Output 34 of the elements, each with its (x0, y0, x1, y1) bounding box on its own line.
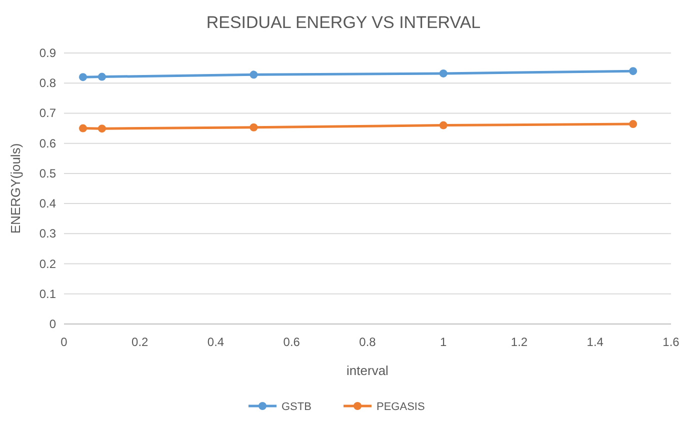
point (98, 124, 106, 133)
x-tick-label: 0.4 (207, 335, 224, 349)
chart-title: RESIDUAL ENERGY VS INTERVAL (206, 13, 481, 32)
x-axis-title: interval (346, 363, 389, 378)
x-tick-label: 1.4 (586, 335, 604, 349)
point (250, 70, 258, 79)
x-tick-label: 0 (60, 335, 68, 349)
x-tick-label: 1 (440, 335, 448, 349)
y-tick-label: 0.3 (39, 226, 56, 241)
y-tick-label: 0.1 (39, 286, 56, 301)
point (439, 69, 448, 78)
point (250, 123, 258, 132)
y-tick-label: 0.2 (39, 256, 56, 271)
y-tick-label: 0.6 (39, 136, 56, 150)
y-tick-label: 0.4 (39, 196, 56, 211)
point (98, 72, 106, 81)
y-tick-label: 0.9 (39, 46, 56, 60)
point (629, 120, 638, 128)
y-tick-label: 0.8 (39, 76, 56, 90)
point (78, 73, 87, 82)
y-axis-title: ENERGY(jouls) (8, 143, 23, 234)
y-tick-label: 0.7 (39, 106, 56, 120)
x-tick-label: 0.6 (283, 335, 300, 349)
legend-label: GSTB (282, 401, 312, 413)
point (439, 121, 448, 130)
legend-label: PEGASIS (376, 401, 425, 413)
point (78, 124, 87, 132)
x-tick-label: 0.8 (359, 335, 376, 349)
y-tick-label: 0.5 (39, 166, 56, 180)
y-tick-label: 0 (49, 317, 56, 331)
x-tick-label: 1.2 (510, 335, 528, 349)
point (629, 67, 638, 76)
x-tick-label: 1.6 (662, 335, 680, 349)
x-tick-label: 0.2 (132, 335, 149, 349)
